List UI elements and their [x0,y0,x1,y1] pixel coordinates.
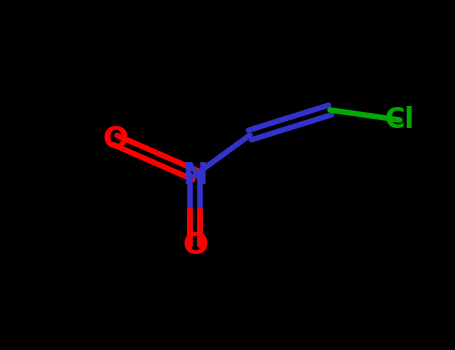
Text: N: N [182,161,207,189]
Text: O: O [102,126,128,154]
Text: Cl: Cl [385,106,415,134]
Text: O: O [182,231,208,259]
